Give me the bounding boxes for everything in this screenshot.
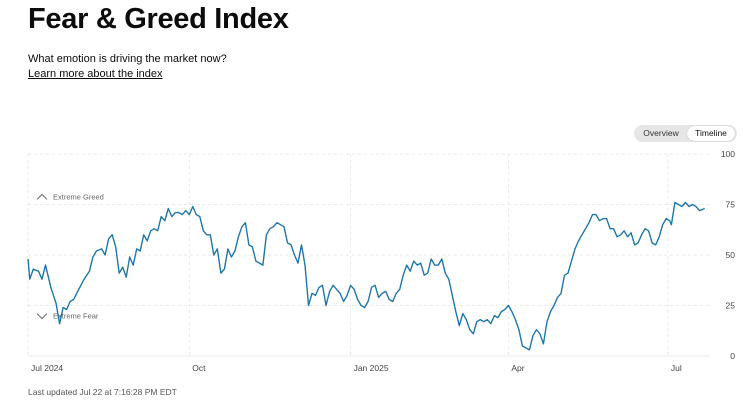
chevron-up-icon (36, 193, 48, 200)
y-tick-label: 50 (726, 250, 736, 260)
view-toggle: Overview Timeline (634, 125, 737, 142)
last-updated: Last updated Jul 22 at 7:16:28 PM EDT (28, 387, 177, 397)
extreme-fear-label: Extreme Fear (53, 312, 99, 321)
chart-series (27, 201, 705, 351)
fear-greed-timeline-chart: Extreme Greed Extreme Fear Jul 2024 Oct Jan… (27, 149, 735, 373)
y-tick-label: 100 (721, 149, 735, 159)
page-subtitle: What emotion is driving the market now? (28, 53, 227, 65)
learn-more-link[interactable]: Learn more about the index (28, 68, 163, 80)
x-tick-label: Oct (192, 363, 206, 373)
page-title: Fear & Greed Index (28, 3, 289, 35)
x-tick-label: Jul (671, 363, 682, 373)
chevron-down-icon (36, 313, 48, 320)
y-tick-label: 0 (730, 351, 735, 361)
x-tick-label: Jul 2024 (31, 363, 63, 373)
x-axis: Jul 2024 Oct Jan 2025 Apr Jul (31, 363, 682, 373)
overview-toggle-button[interactable]: Overview (643, 128, 679, 138)
chart-gridlines (27, 153, 710, 357)
extreme-greed-label: Extreme Greed (53, 192, 104, 201)
x-tick-label: Apr (511, 363, 524, 373)
timeline-toggle-button[interactable]: Timeline (687, 126, 735, 141)
x-tick-label: Jan 2025 (354, 363, 389, 373)
y-axis: 0 25 50 75 100 (721, 149, 735, 361)
fear-greed-series-line (27, 201, 705, 351)
y-tick-label: 25 (726, 301, 736, 311)
y-tick-label: 75 (726, 200, 736, 210)
chart-annotations: Extreme Greed Extreme Fear (36, 192, 104, 321)
